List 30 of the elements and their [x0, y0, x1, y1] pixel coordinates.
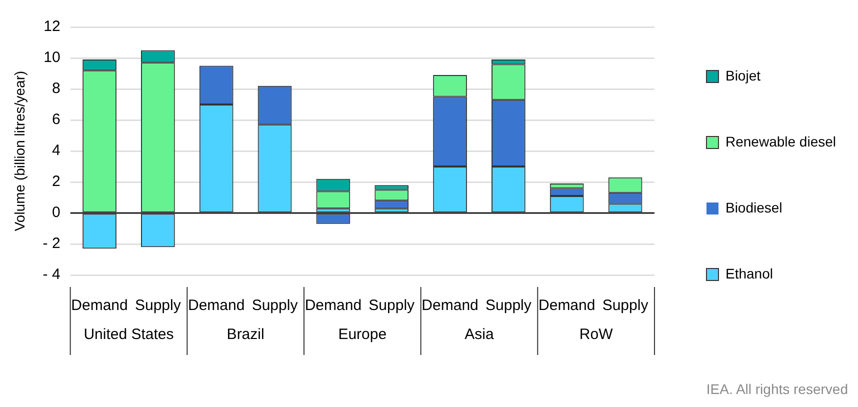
y-tick-label: 12: [44, 18, 60, 36]
y-tick-label: - 4: [42, 266, 60, 284]
legend-label: Ethanol: [725, 265, 773, 282]
x-tick-label: Demand: [188, 297, 245, 314]
text: United States: [84, 326, 174, 344]
legend-label: Biodiesel: [725, 199, 782, 216]
text: IEA. All rights reserved: [706, 380, 848, 397]
x-tick-label: Supply: [368, 297, 416, 314]
y-tick-label: 0: [52, 204, 60, 222]
y-axis-title: Volume (billion litres/year): [11, 70, 28, 232]
y-tick-label: - 2: [42, 235, 60, 252]
x-tick-label: Demand: [422, 297, 478, 314]
y-tick-label: 8: [52, 80, 60, 98]
legend-label: Renewable diesel: [725, 133, 836, 150]
y-tick-label: 6: [52, 111, 60, 128]
text: Asia: [464, 326, 494, 344]
text: Europe: [338, 326, 387, 344]
y-tick-label: 4: [52, 142, 60, 160]
x-tick-label: Supply: [134, 297, 182, 314]
text: RoW: [579, 326, 614, 344]
text: Brazil: [226, 326, 264, 344]
x-tick-label: Supply: [486, 297, 532, 314]
x-tick-label: Supply: [602, 297, 649, 314]
x-tick-label: Demand: [538, 297, 596, 314]
x-tick-label: Demand: [71, 297, 128, 314]
y-tick-label: 2: [52, 173, 60, 190]
x-tick-label: Supply: [252, 297, 298, 314]
legend-label: Biojet: [725, 67, 761, 84]
x-tick-label: Demand: [304, 297, 362, 314]
y-tick-label: 10: [44, 49, 60, 66]
